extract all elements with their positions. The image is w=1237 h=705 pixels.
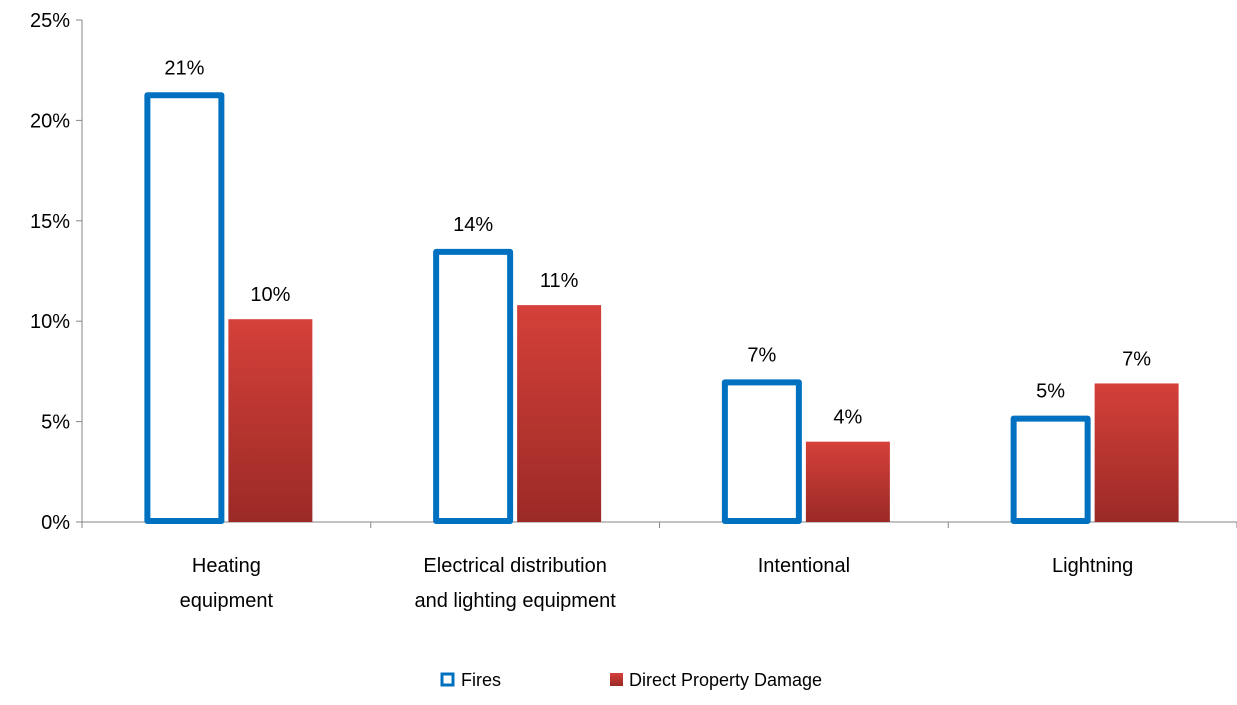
x-category-label: and lighting equipment: [414, 590, 616, 612]
bar-direct-property-damage: [1094, 383, 1179, 522]
bar-fires: [144, 92, 225, 525]
y-tick-label: 25%: [30, 10, 70, 32]
y-tick-label: 15%: [30, 211, 70, 233]
y-tick-label: 0%: [41, 512, 70, 534]
bar-fires: [433, 248, 514, 525]
legend-label-fires: Fires: [461, 670, 501, 690]
y-tick-label: 5%: [41, 412, 70, 434]
data-label-damage: 11%: [540, 270, 579, 292]
bar-direct-property-damage: [228, 319, 313, 522]
data-label-fires: 14%: [453, 214, 493, 236]
legend: Fires Direct Property Damage: [440, 670, 822, 690]
bars: [144, 92, 1179, 525]
x-category-label: Lightning: [1052, 555, 1133, 577]
bar-fires: [721, 379, 802, 524]
bar-direct-property-damage: [805, 441, 890, 522]
data-label-fires: 5%: [1036, 381, 1065, 403]
x-category-label: Heating: [192, 555, 261, 577]
data-label-damage: 4%: [833, 407, 862, 429]
data-labels: 21% 10% 14% 11% 7% 4% 5% 7%: [164, 57, 1151, 428]
x-category-label: Electrical distribution: [423, 555, 606, 577]
data-label-damage: 10%: [250, 284, 290, 306]
data-label-damage: 7%: [1122, 348, 1151, 370]
data-label-fires: 7%: [747, 344, 776, 366]
bar-fires: [1010, 415, 1091, 524]
legend-label-direct-property-damage: Direct Property Damage: [629, 670, 822, 690]
y-tick-label: 10%: [30, 311, 70, 333]
x-tick-labels: Heating equipment Electrical distribution a…: [180, 555, 1134, 612]
x-category-label: Intentional: [758, 555, 850, 577]
y-tick-label: 20%: [30, 110, 70, 132]
legend-swatch-direct-property-damage: [610, 673, 623, 686]
bar-direct-property-damage: [517, 305, 602, 522]
legend-swatch-fires: [440, 672, 455, 687]
data-label-fires: 21%: [164, 57, 204, 79]
x-category-label: equipment: [180, 590, 274, 612]
